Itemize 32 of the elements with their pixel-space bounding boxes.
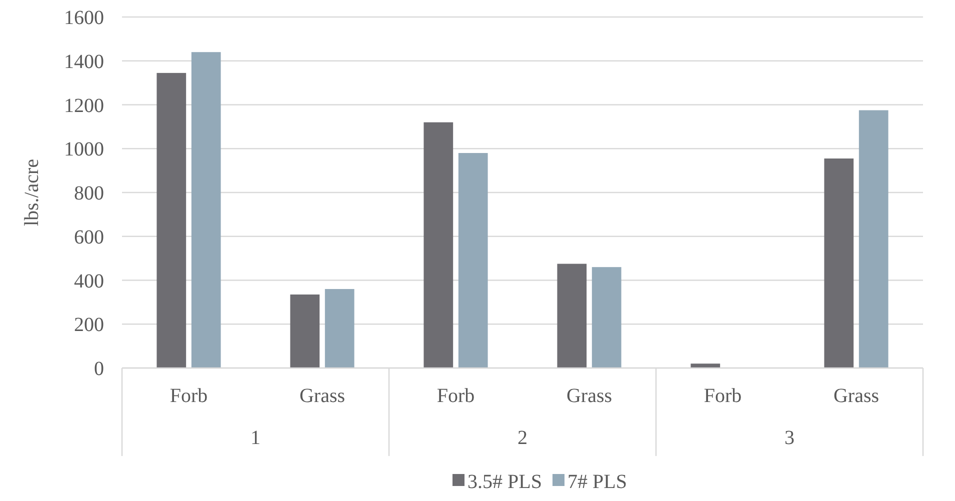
- legend-label: 7# PLS: [568, 471, 627, 493]
- x-tick-label: Grass: [566, 385, 612, 407]
- bar: [424, 122, 454, 368]
- legend-label: 3.5# PLS: [468, 471, 542, 493]
- x-tick-label: Forb: [170, 385, 208, 407]
- x-tick-label: Grass: [833, 385, 880, 407]
- bar: [191, 52, 221, 368]
- x-tick-label: Forb: [704, 385, 742, 407]
- bar: [458, 153, 488, 368]
- y-tick-label: 1400: [64, 50, 104, 73]
- x-tick-label: Grass: [299, 385, 346, 407]
- bar: [324, 289, 354, 368]
- bar: [557, 264, 587, 368]
- bar: [858, 110, 888, 368]
- y-tick-label: 400: [74, 270, 104, 292]
- bar: [690, 364, 720, 368]
- y-tick-label: 800: [74, 182, 104, 204]
- bar: [824, 158, 854, 368]
- text: 3: [784, 427, 794, 449]
- bar: [290, 294, 320, 368]
- y-tick-label: 1000: [64, 138, 104, 161]
- y-tick-label: 600: [74, 226, 104, 248]
- y-tick-label: 1600: [64, 7, 104, 29]
- y-tick-label: 200: [74, 314, 104, 336]
- x-tick-label: Forb: [436, 385, 475, 407]
- y-tick-label: 1200: [64, 94, 104, 117]
- text: 2: [518, 427, 528, 449]
- y-tick-label: 0: [94, 358, 104, 380]
- bar: [592, 267, 622, 368]
- bar: [156, 72, 186, 368]
- y-axis-title: lbs./acre: [21, 158, 43, 226]
- text: 1: [250, 427, 260, 449]
